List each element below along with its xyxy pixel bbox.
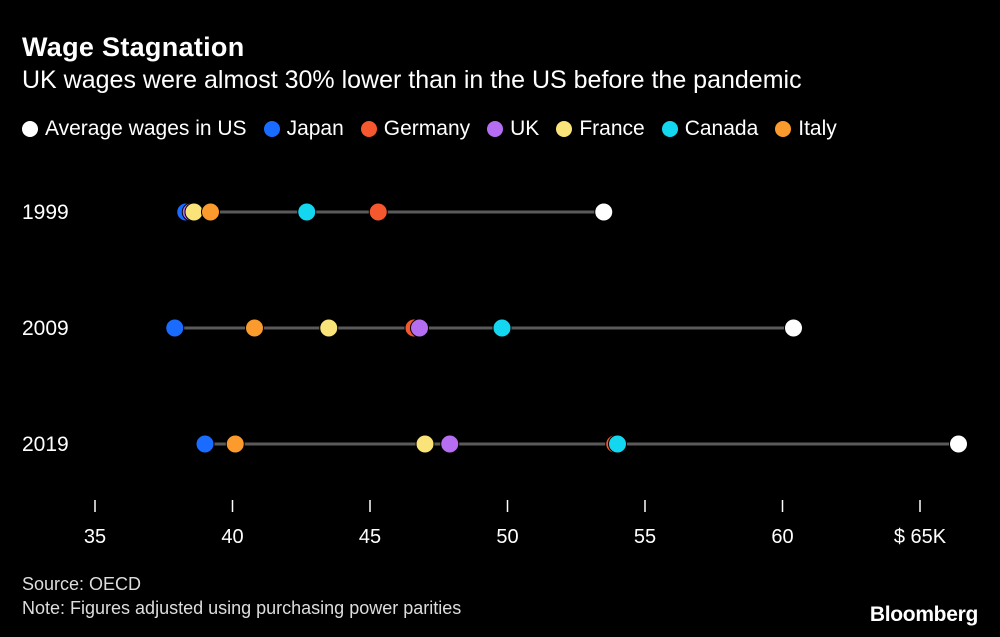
dot-japan-2009 (165, 318, 185, 338)
x-tick-label-60: 60 (771, 526, 793, 548)
footnote: Note: Figures adjusted using purchasing … (22, 598, 462, 618)
dot-average-wages-in-us-2019 (949, 434, 968, 454)
x-tick-label-65: $ 65K (894, 526, 947, 548)
legend-swatch-france (556, 121, 573, 137)
x-tick-label-40: 40 (221, 526, 243, 548)
x-tick-label-35: 35 (84, 526, 106, 548)
dot-average-wages-in-us-1999 (594, 202, 614, 222)
legend-item-average-wages-in-us: Average wages in US (22, 117, 247, 141)
dot-canada-1999 (297, 202, 317, 222)
chart-subtitle: UK wages were almost 30% lower than in t… (22, 66, 802, 94)
bloomberg-logo: Bloomberg (869, 603, 978, 626)
dot-germany-1999 (368, 202, 388, 222)
legend-item-france: France (556, 117, 645, 141)
legend-label-germany: Germany (383, 117, 471, 140)
legend-label-japan: Japan (286, 117, 344, 140)
row-label-2009: 2009 (22, 317, 69, 340)
dot-italy-2019 (225, 434, 245, 454)
dot-uk-2019 (440, 434, 460, 454)
legend: Average wages in US Japan Germany UK France C… (22, 117, 854, 141)
legend-item-germany: Germany (360, 117, 471, 141)
legend-item-canada: Canada (661, 117, 759, 141)
dot-average-wages-in-us-2009 (784, 318, 803, 338)
legend-swatch-germany (360, 121, 377, 137)
x-tick-label-45: 45 (359, 526, 381, 548)
legend-item-japan: Japan (263, 117, 344, 141)
legend-label-france: France (579, 117, 645, 140)
row-label-1999: 1999 (22, 201, 69, 224)
legend-swatch-uk (487, 121, 504, 137)
legend-label-uk: UK (510, 117, 540, 140)
dot-italy-1999 (201, 202, 220, 222)
legend-swatch-italy (775, 121, 792, 137)
dot-france-2009 (319, 318, 339, 338)
dot-uk-2009 (410, 318, 429, 338)
legend-swatch-canada (661, 121, 678, 137)
source-note: Source: OECD (22, 574, 142, 594)
x-tick-label-55: 55 (634, 526, 656, 548)
legend-label-average-wages-in-us: Average wages in US (45, 117, 247, 140)
legend-item-uk: UK (487, 117, 539, 141)
dot-canada-2019 (608, 434, 627, 454)
legend-label-canada: Canada (684, 117, 759, 140)
row-label-2019: 2019 (22, 433, 69, 456)
legend-swatch-japan (263, 121, 280, 137)
legend-label-italy: Italy (798, 117, 837, 140)
dot-japan-2019 (195, 434, 215, 454)
dot-france-1999 (184, 202, 204, 222)
legend-item-italy: Italy (775, 117, 837, 141)
dot-italy-2009 (245, 318, 264, 338)
chart-title: Wage Stagnation (22, 32, 245, 62)
dot-canada-2009 (492, 318, 512, 338)
x-tick-label-50: 50 (496, 526, 518, 548)
legend-swatch-average-wages-in-us (22, 121, 38, 137)
dot-france-2019 (415, 434, 435, 454)
